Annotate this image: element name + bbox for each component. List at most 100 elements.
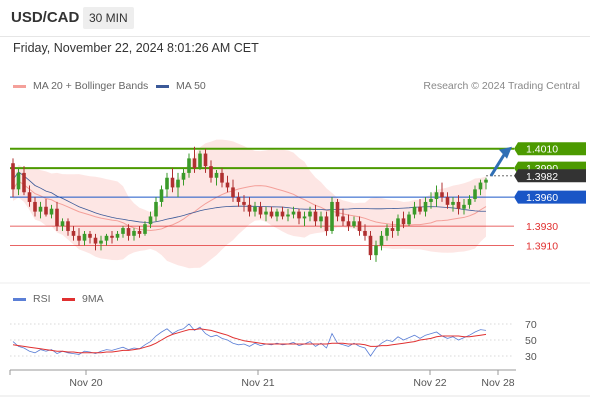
legend-rsi: RSI: [13, 293, 51, 305]
research-credit: Research © 2024 Trading Central: [423, 80, 580, 92]
rsi-tick-label: 30: [525, 351, 537, 363]
candle-body: [148, 216, 153, 225]
candle-body: [99, 240, 103, 244]
forecast-arrow-head: [499, 146, 512, 159]
candle-body: [484, 179, 488, 183]
forecast-arrow-shaft: [489, 150, 508, 177]
candle-body: [440, 192, 444, 198]
legend-ma50: MA 50: [156, 80, 206, 92]
legend-rsi-swatch: [13, 297, 26, 301]
candle-body: [132, 230, 136, 236]
level-label-resistance: 1.4010: [526, 144, 558, 156]
candle-body: [418, 206, 422, 212]
instrument-title: USD/CAD: [11, 9, 80, 26]
candle-body: [473, 189, 477, 200]
candle-body: [176, 179, 180, 188]
candle-body: [379, 235, 384, 246]
legend-ma20: MA 20 + Bollinger Bands: [13, 80, 148, 92]
candle-body: [319, 216, 323, 222]
candle-body: [137, 230, 142, 234]
candle-body: [181, 172, 186, 180]
rsi-tick-label: 70: [525, 319, 537, 331]
candle-body: [71, 230, 76, 236]
candle-body: [104, 235, 109, 241]
candle-body: [330, 201, 334, 231]
candle-body: [16, 172, 21, 190]
candle-body: [313, 211, 318, 222]
x-tick-label: Nov 21: [241, 377, 274, 389]
candle-body: [126, 228, 131, 236]
candle-body: [121, 228, 125, 234]
candle-body: [412, 206, 417, 215]
candle-body: [27, 192, 32, 202]
candle-body: [390, 228, 395, 231]
candle-body: [11, 163, 15, 190]
candle-body: [341, 216, 345, 222]
candle-body: [192, 158, 197, 169]
level-label-support: 1.3960: [526, 192, 558, 204]
candle-body: [220, 172, 224, 183]
candle-body: [93, 237, 98, 244]
candle-body: [374, 245, 378, 256]
candle-body: [368, 235, 373, 256]
candle-body: [462, 204, 466, 209]
legend-ma20-label: MA 20 + Bollinger Bands: [33, 80, 149, 92]
ma20-line: [12, 180, 487, 232]
candle-body: [451, 201, 455, 205]
candle-body: [429, 199, 433, 202]
legend-9ma-swatch: [62, 297, 75, 301]
x-tick-label: Nov 28: [481, 377, 514, 389]
candle-body: [66, 221, 70, 231]
timeframe-badge[interactable]: 30 MIN: [83, 7, 134, 29]
legend-ma50-swatch: [156, 84, 169, 88]
candle-body: [275, 211, 279, 217]
legend-9ma: 9MA: [62, 293, 104, 305]
candle-body: [291, 211, 296, 215]
candle-body: [198, 153, 202, 169]
candle-body: [401, 218, 406, 225]
candle-body: [264, 211, 268, 215]
legend-9ma-label: 9MA: [82, 293, 104, 305]
candle-body: [214, 172, 219, 178]
x-tick-label: Nov 20: [69, 377, 102, 389]
candle-body: [286, 214, 290, 217]
candle-body: [269, 211, 274, 217]
candle-body: [143, 224, 147, 234]
candle-body: [407, 214, 411, 225]
candle-body: [478, 182, 483, 190]
candle-body: [253, 206, 257, 212]
candle-body: [55, 208, 59, 227]
candle-body: [44, 206, 48, 215]
candle-body: [77, 235, 81, 241]
candle-body: [231, 187, 235, 198]
candle-body: [346, 221, 351, 227]
candle-body: [88, 233, 92, 238]
top-bar: USD/CAD 30 MIN: [0, 0, 590, 37]
candle-body: [242, 201, 246, 205]
level-label-current: 1.3982: [526, 171, 558, 183]
candle-body: [352, 221, 356, 227]
candle-body: [165, 177, 169, 190]
rsi-tick-label: 50: [525, 335, 537, 347]
candle-body: [467, 199, 472, 205]
candle-body: [396, 218, 400, 231]
candle-body: [363, 230, 367, 236]
candle-body: [225, 182, 230, 188]
candle-body: [456, 201, 461, 209]
candle-body: [49, 208, 54, 215]
candle-body: [297, 211, 301, 219]
legend-rsi-label: RSI: [33, 293, 51, 305]
candle-body: [302, 216, 307, 219]
legend-ma50-label: MA 50: [176, 80, 206, 92]
candle-body: [115, 233, 120, 238]
candle-body: [154, 201, 158, 217]
candle-body: [357, 221, 362, 231]
candle-body: [22, 172, 26, 193]
level-badge-support: [514, 190, 586, 204]
candle-body: [82, 233, 87, 241]
level-label-target: 1.3910: [526, 240, 558, 252]
candle-body: [258, 206, 263, 215]
level-badge-current: [514, 169, 586, 183]
level-badge-resistance: [514, 142, 586, 156]
